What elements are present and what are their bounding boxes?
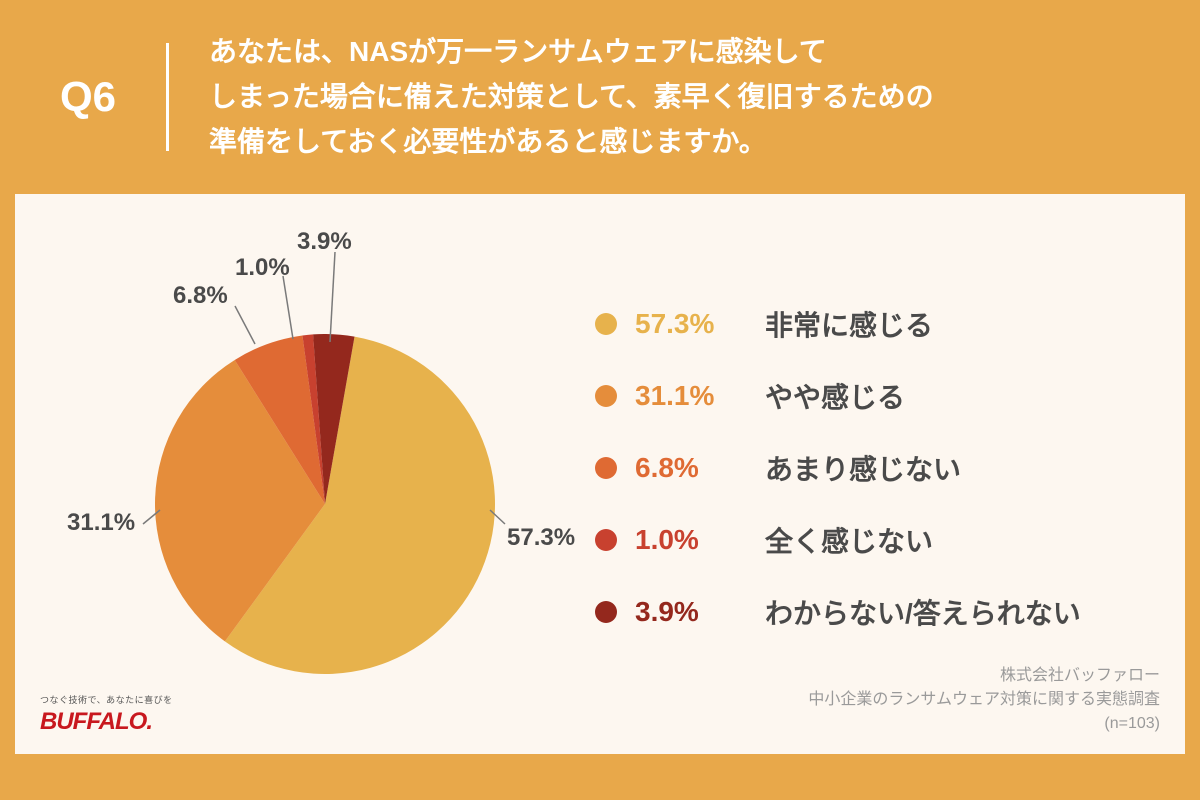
logo-name: BUFFALO. (40, 708, 173, 736)
legend-label: 非常に感じる (765, 304, 933, 344)
legend-item: 1.0% 全く感じない (595, 520, 1081, 560)
callout-0: 57.3% (507, 524, 575, 552)
legend-dot-icon (595, 385, 617, 407)
logo-tagline: つなぐ技術で、あなたに喜びを (40, 693, 173, 706)
legend-pct: 1.0% (635, 524, 765, 556)
legend-item: 31.1% やや感じる (595, 376, 1081, 416)
legend-dot-icon (595, 601, 617, 623)
legend-dot-icon (595, 313, 617, 335)
legend-label: あまり感じない (765, 448, 961, 488)
legend-dot-icon (595, 529, 617, 551)
leader-lines (75, 214, 555, 734)
question-text: あなたは、NASが万一ランサムウェアに感染して しまった場合に備えた対策として、… (209, 30, 934, 164)
legend-item: 3.9% わからない/答えられない (595, 592, 1081, 632)
legend: 57.3% 非常に感じる 31.1% やや感じる 6.8% あまり感じない 1.… (595, 304, 1081, 664)
callout-3: 1.0% (235, 254, 290, 282)
question-number: Q6 (40, 43, 169, 151)
pie-chart-area: 57.3% 31.1% 6.8% 1.0% 3.9% (75, 214, 555, 734)
legend-item: 6.8% あまり感じない (595, 448, 1081, 488)
chart-panel: 57.3% 31.1% 6.8% 1.0% 3.9% 57.3% 非常に感じる … (15, 194, 1185, 754)
legend-item: 57.3% 非常に感じる (595, 304, 1081, 344)
source-text: 株式会社バッファロー 中小企業のランサムウェア対策に関する実態調査 (n=103… (808, 664, 1160, 736)
legend-pct: 57.3% (635, 308, 765, 340)
legend-pct: 6.8% (635, 452, 765, 484)
logo: つなぐ技術で、あなたに喜びを BUFFALO. (40, 693, 173, 736)
legend-dot-icon (595, 457, 617, 479)
legend-pct: 3.9% (635, 596, 765, 628)
legend-label: やや感じる (765, 376, 905, 416)
legend-pct: 31.1% (635, 380, 765, 412)
callout-2: 6.8% (173, 282, 228, 310)
callout-4: 3.9% (297, 228, 352, 256)
legend-label: 全く感じない (765, 520, 933, 560)
legend-label: わからない/答えられない (765, 592, 1081, 632)
header: Q6 あなたは、NASが万一ランサムウェアに感染して しまった場合に備えた対策と… (0, 0, 1200, 194)
callout-1: 31.1% (67, 509, 135, 537)
